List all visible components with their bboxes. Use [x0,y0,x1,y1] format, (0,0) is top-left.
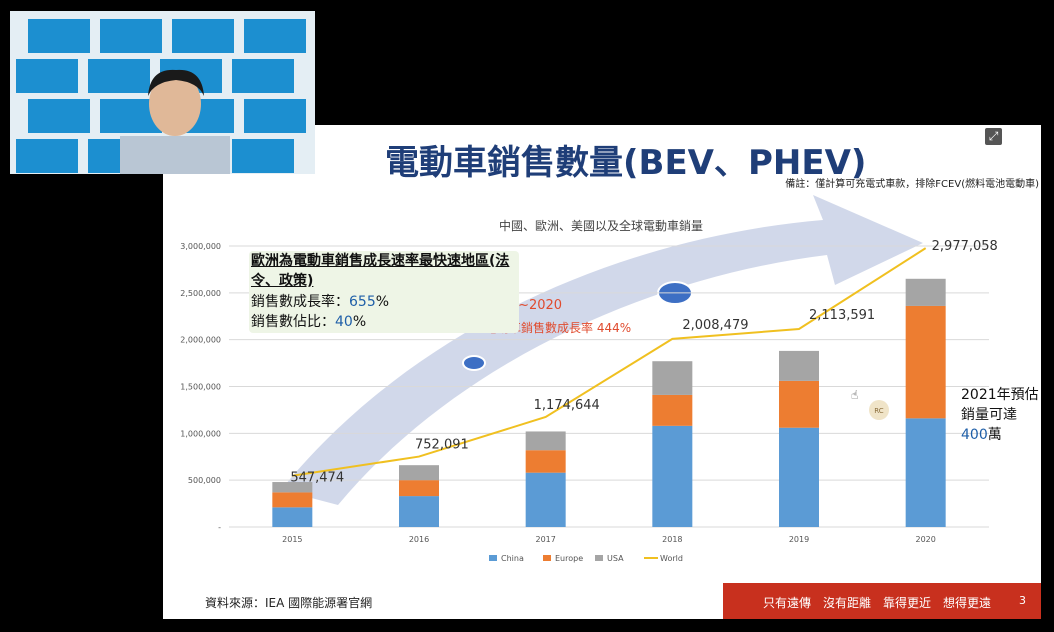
bar-china [652,425,693,527]
bar-china [399,496,439,527]
ciat-logo-tile [28,99,90,133]
legend-swatch-usa [595,555,603,561]
bar-china [525,472,566,527]
share-value: 40 [335,314,353,330]
bar-europe [272,492,313,508]
bar-usa [652,361,693,395]
share-label: 銷售數佔比： [251,314,335,330]
x-tick-label: 2019 [789,535,809,544]
ciat-logo-tile [100,19,162,53]
y-tick-label: 3,000,000 [180,242,221,251]
arrow-dot-small [462,355,486,371]
rc-badge [869,400,889,420]
x-tick-label: 2020 [915,535,935,544]
bar-europe [399,480,439,497]
ciat-logo-tile [16,59,78,93]
x-tick-label: 2016 [409,535,429,544]
presenter-image [120,69,230,174]
prediction-note: 2021年預估銷量可達 400萬 [961,385,1041,445]
y-tick-label: 1,000,000 [180,429,221,438]
growth-note-rate: 電動車銷售數成長率 444% [485,320,631,335]
ciat-logo-tile [244,19,306,53]
prediction-value: 400 [961,427,988,443]
chart-title: 中國、歐洲、美國以及全球電動車銷量 [499,218,703,233]
legend-swatch-europe [543,555,551,561]
ciat-logo-tile [244,99,306,133]
hand-cursor-icon: ☝ [851,388,858,402]
y-tick-label: 2,500,000 [180,289,221,298]
bar-china [272,507,313,527]
bar-europe [905,305,946,419]
data-label: 2,008,479 [682,318,748,333]
rc-badge-label: RC [874,407,884,415]
ciat-logo-tile [88,59,150,93]
slide-title: 電動車銷售數量(BEV、PHEV) [385,143,867,183]
slide-note: 備註：僅計算可充電式車款，排除FCEV(燃料電池電動車) [785,179,1039,190]
webcam-video [10,11,315,174]
bar-europe [779,380,819,428]
ciat-logo-tile [16,139,78,173]
bar-usa [272,482,313,493]
growth-arrow [281,195,923,505]
bar-usa [399,465,439,481]
world-line [292,247,927,477]
legend-label: China [501,554,524,563]
share-row: 銷售數佔比：40% [251,311,366,331]
bar-china [779,427,819,527]
ciat-logo-tile [232,139,294,173]
slide-footer: 資料來源：IEA 國際能源署官網 只有遠傳 沒有距離 靠得更近 想得更遠 3 [163,579,1041,619]
callout-title: 歐洲為電動車銷售成長速率最快速地區(法令、政策) [251,253,510,289]
data-label: 752,091 [415,438,469,453]
share-suffix: % [352,314,367,330]
growth-rate-label: 銷售數成長率： [251,294,349,310]
ciat-logo-tile [28,19,90,53]
growth-rate-suffix: % [375,294,390,310]
legend-label: Europe [555,554,583,563]
bar-usa [525,431,566,451]
bar-europe [525,450,566,473]
legend-label: USA [607,554,624,563]
data-source: 資料來源：IEA 國際能源署官網 [205,596,373,610]
data-label: 2,977,058 [932,239,998,254]
y-tick-label: - [218,523,221,532]
sales-chart: 中國、歐洲、美國以及全球電動車銷量 - 500,000 1,000,000 1,500,… [180,195,998,563]
bar-usa [779,350,819,381]
europe-callout: 歐洲為電動車銷售成長速率最快速地區(法令、政策) 銷售數成長率：655% 銷售數… [249,251,519,333]
growth-rate-row: 銷售數成長率：655% [251,291,389,311]
y-tick-label: 2,000,000 [180,336,221,345]
presentation-slide: 中國、歐洲、美國以及全球電動車銷量 - 500,000 1,000,000 1,500,… [163,125,1041,619]
ciat-logo-tile [172,19,234,53]
bar-china [905,418,946,527]
legend-swatch-china [489,555,497,561]
expand-icon[interactable]: ⤢ [985,128,1002,145]
x-tick-label: 2018 [662,535,682,544]
data-label: 1,174,644 [534,398,600,413]
prediction-text: 2021年預估銷量可達 [961,387,1039,423]
data-label: 2,113,591 [809,308,875,323]
x-tick-label: 2017 [535,535,555,544]
page-number: 3 [1019,594,1026,607]
x-tick-label: 2015 [282,535,302,544]
data-label: 547,474 [290,471,344,486]
footer-red-band [723,583,1041,619]
legend-label: World [660,554,683,563]
bar-usa [905,278,946,306]
ciat-logo-tile [232,59,294,93]
footer-slogan: 只有遠傳 沒有距離 靠得更近 想得更遠 [763,596,992,610]
prediction-suffix: 萬 [987,427,1002,443]
y-tick-label: 500,000 [188,476,221,485]
y-tick-label: 1,500,000 [180,383,221,392]
growth-rate-value: 655 [349,294,376,310]
bar-europe [652,394,693,426]
